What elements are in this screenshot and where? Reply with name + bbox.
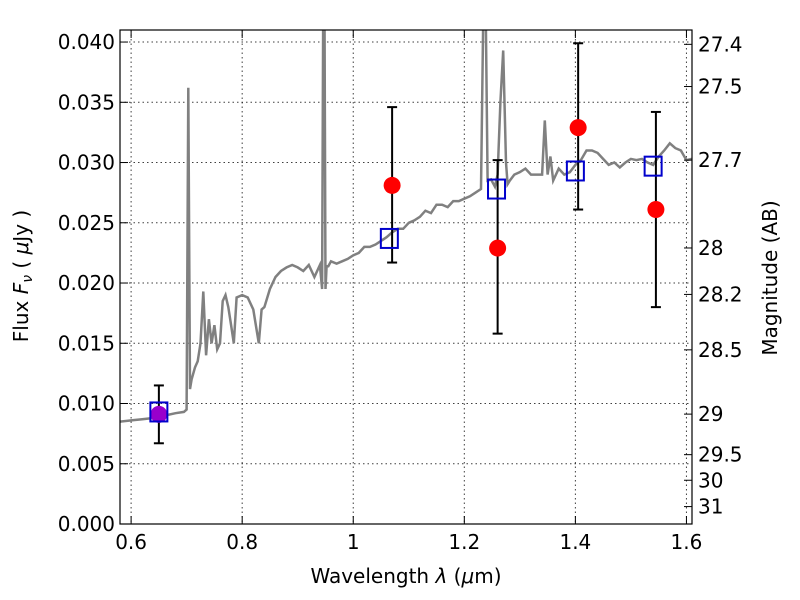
y2-tick-label: 30	[698, 468, 723, 492]
y-tick-label: 0.010	[58, 392, 115, 416]
y2-tick-label: 29.5	[698, 443, 743, 467]
model-photometry-point	[379, 227, 399, 249]
y-tick-label: 0.020	[58, 271, 115, 295]
y2-tick-label: 28.2	[698, 282, 743, 306]
plot-frame	[119, 29, 693, 525]
observed-points	[150, 119, 665, 423]
y2-tick-label: 28	[698, 236, 723, 260]
model-photometry-point	[565, 160, 585, 182]
y-tick-label: 0.005	[58, 452, 115, 476]
plot-area	[120, 30, 692, 423]
y-axis-label: Flux Fν ( μJy )	[9, 210, 36, 342]
model-photometry-points	[149, 155, 663, 423]
y2-axis-label: Magnitude (AB)	[758, 200, 782, 355]
x-tick-label: 0.6	[115, 530, 147, 554]
x-axis-ticks: 0.6 0.8 1 1.2 1.4 1.6	[115, 30, 702, 554]
y2-tick-label: 28.5	[698, 338, 743, 362]
grid	[120, 30, 692, 524]
model-photometry-point	[149, 401, 169, 423]
model-spectrum-line	[120, 30, 692, 423]
x-axis-label: Wavelength λ (μm)	[310, 564, 501, 588]
y2-tick-label: 27.4	[698, 32, 743, 56]
model-photometry-point	[487, 178, 507, 200]
y2-tick-label: 27.5	[698, 75, 743, 99]
y-tick-label: 0.015	[58, 331, 115, 355]
x-tick-label: 1	[347, 530, 360, 554]
x-tick-label: 1.6	[671, 530, 703, 554]
errorbars	[153, 42, 661, 445]
y-tick-label: 0.040	[58, 30, 115, 54]
y-tick-label: 0.035	[58, 90, 115, 114]
y-axis-ticks: 0.000 0.005 0.010 0.015 0.020 0.025 0.030 0.035…	[58, 30, 128, 536]
observed-point	[569, 119, 587, 137]
x-tick-label: 1.2	[448, 530, 480, 554]
y2-axis-ticks: 27.4 27.5 27.7 28 28.2 28.5 29 29.530 31	[684, 32, 743, 519]
model-photometry-point	[643, 155, 663, 177]
x-tick-label: 1.4	[559, 530, 591, 554]
y2-tick-label: 29	[698, 402, 723, 426]
observed-point	[489, 239, 507, 257]
observed-point	[383, 176, 401, 194]
y2-tick-label: 27.7	[698, 148, 743, 172]
observed-point	[150, 405, 168, 423]
y-tick-label: 0.030	[58, 151, 115, 175]
y2-tick-label: 31	[698, 495, 723, 519]
y-tick-label: 0.025	[58, 211, 115, 235]
x-tick-label: 0.8	[226, 530, 258, 554]
y-tick-label: 0.000	[58, 512, 115, 536]
observed-point	[647, 201, 665, 219]
